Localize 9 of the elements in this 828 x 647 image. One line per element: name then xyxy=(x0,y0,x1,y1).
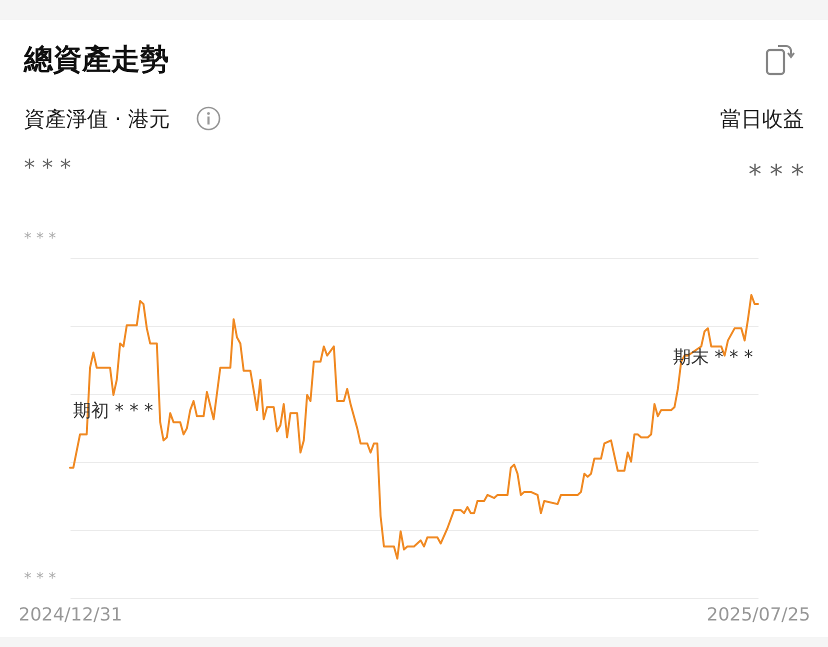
chart-subtitle: 資產淨值 · 港元 xyxy=(24,106,170,133)
text: * * * xyxy=(24,229,56,247)
x-tick-label: 2025/07/25 xyxy=(706,604,810,626)
text: * * * xyxy=(24,156,71,181)
x-tick-label: 2024/12/31 xyxy=(18,604,122,626)
chart-title: 總資產走勢 xyxy=(24,41,169,78)
text: * * * xyxy=(24,569,56,587)
text: 當日收益 xyxy=(720,106,804,133)
text: * * * xyxy=(748,160,804,190)
